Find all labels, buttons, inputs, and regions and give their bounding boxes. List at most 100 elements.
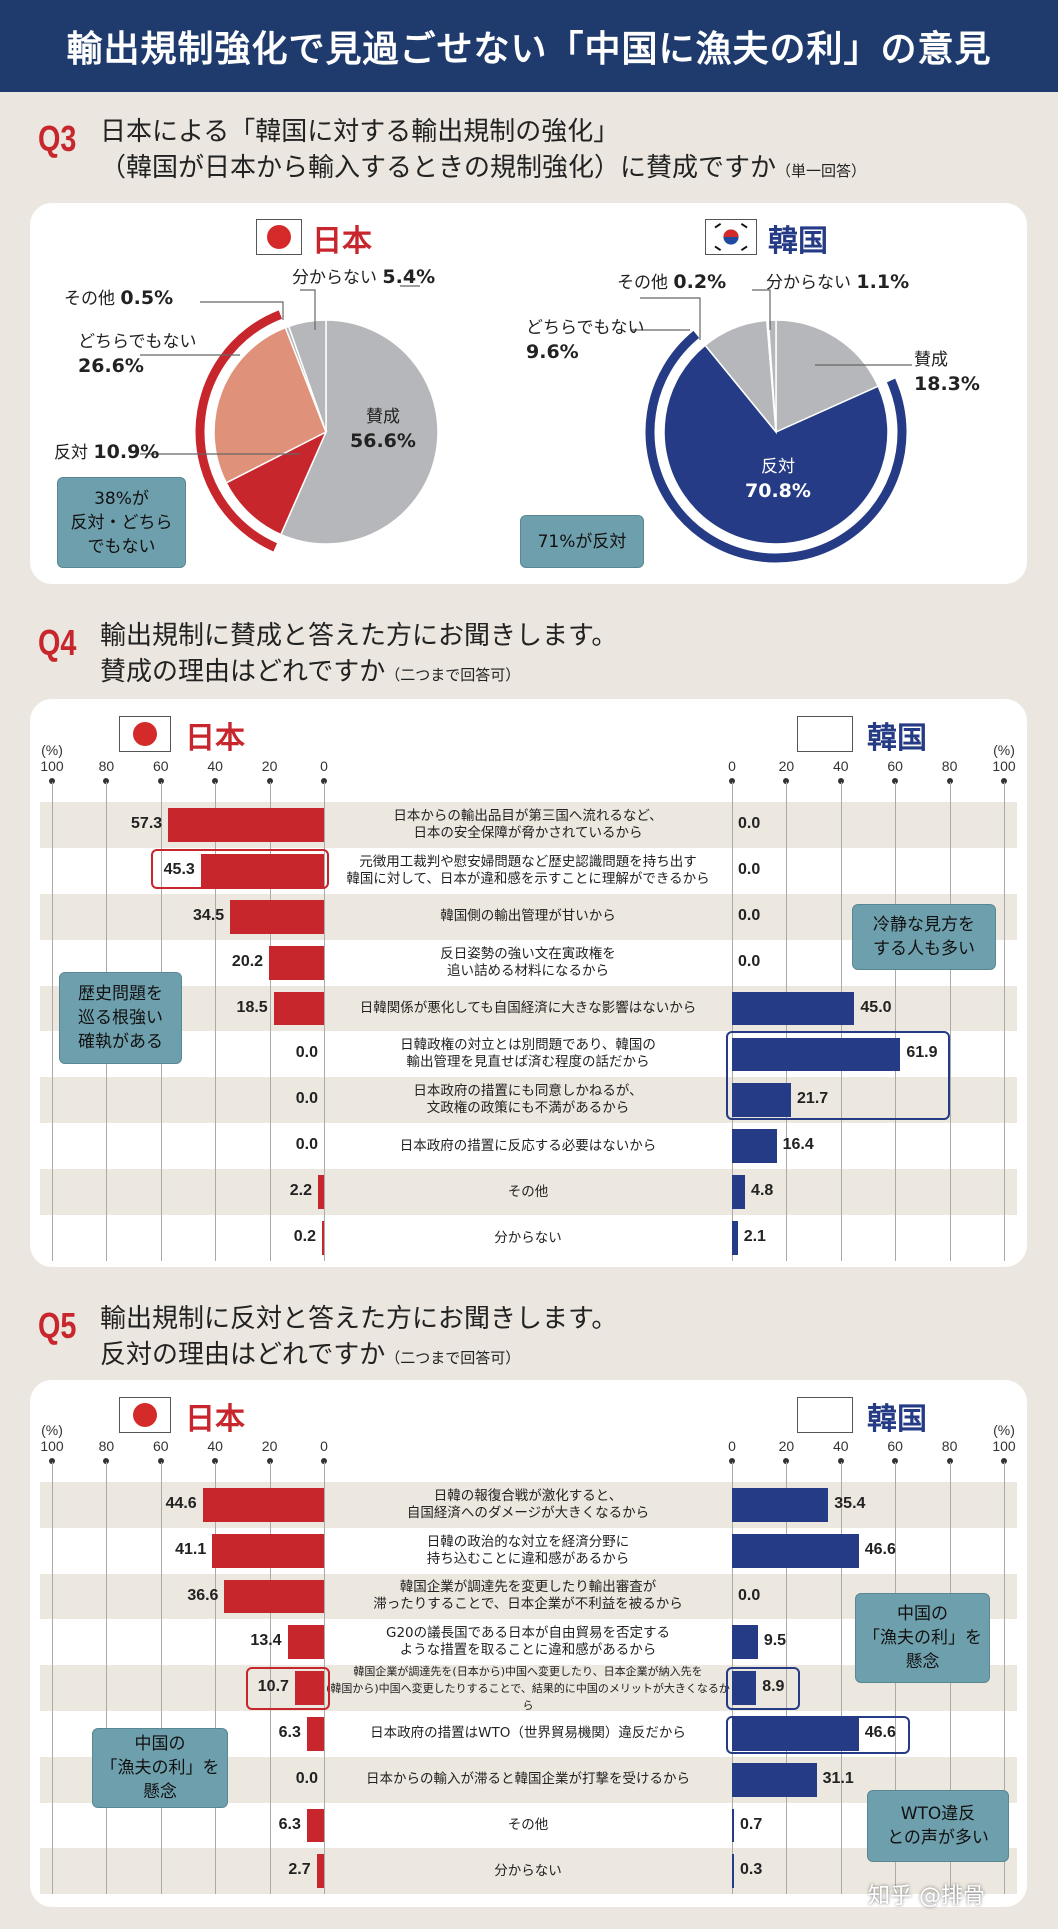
axis-tick-left: 20 <box>261 1438 278 1454</box>
value-korea: 46.6 <box>864 1723 896 1741</box>
axis-tick-right: 80 <box>941 758 958 774</box>
row-label: その他 <box>507 1183 549 1200</box>
row-background <box>40 1619 1017 1666</box>
row-background <box>40 1169 1017 1216</box>
row-background <box>40 1077 1017 1124</box>
axis-tick-left: 60 <box>153 758 169 774</box>
tick-dot <box>212 1458 219 1464</box>
value-japan: 0.0 <box>295 1769 318 1787</box>
row-label: 日本政府の措置はWTO（世界貿易機関）違反だから <box>370 1725 686 1742</box>
q3-note: （単一回答） <box>776 162 867 180</box>
japan-flag-icon <box>119 1397 171 1433</box>
value-korea: 8.9 <box>762 1678 785 1696</box>
pie-value: 5.4% <box>382 266 436 288</box>
gridline <box>1004 782 1005 1261</box>
bar-korea <box>732 1808 734 1843</box>
bar-korea <box>732 1671 757 1705</box>
pie-label-kr-other: その他 0.2% <box>617 271 727 293</box>
watermark: 知乎 @排骨 <box>868 1884 985 1909</box>
value-japan: 2.2 <box>289 1182 313 1200</box>
bar-japan <box>273 991 324 1026</box>
korea-flag-icon <box>797 1397 853 1433</box>
bar-japan <box>306 1808 324 1843</box>
value-korea: 21.7 <box>797 1090 829 1108</box>
tick-dot <box>729 778 735 784</box>
row-background <box>40 1573 1017 1620</box>
japan-heading: 日本 <box>185 721 245 756</box>
value-japan: 44.6 <box>165 1494 197 1512</box>
value-korea: 16.4 <box>782 1136 814 1154</box>
row-background <box>40 1215 1017 1261</box>
row-label: 日本政府の措置に反応する必要はないから <box>399 1137 657 1154</box>
value-japan: 36.6 <box>187 1586 219 1604</box>
pie-slice-賛成 <box>279 319 439 545</box>
bar-japan <box>294 1671 324 1705</box>
bar-korea <box>732 1717 859 1751</box>
tick-dot <box>157 778 164 784</box>
value-korea: 0.0 <box>738 1586 761 1604</box>
row-label: 日韓政権の対立とは別問題であり、韓国の 輸出管理を見直せば済む程度の話だから <box>400 1037 656 1071</box>
tick-dot <box>103 1458 110 1464</box>
q5-question: 輸出規制に反対と答えた方にお聞きします。 反対の理由はどれですか（二つまで回答可… <box>100 1304 618 1370</box>
bar-korea <box>732 1854 734 1889</box>
bar-japan <box>287 1625 324 1660</box>
value-japan: 6.3 <box>278 1815 301 1833</box>
bar-korea <box>732 1221 738 1255</box>
row-label: 日韓の報復合戦が激化すると、 自国経済へのダメージが大きくなるから <box>406 1487 650 1521</box>
callout-q4-korea: 冷静な見方を する人も多い <box>852 904 996 970</box>
q3-pie-charts <box>140 285 912 563</box>
axis-unit-left: (%) <box>41 742 63 758</box>
gridline <box>215 1462 217 1895</box>
bar-japan <box>200 853 324 888</box>
bar-japan <box>230 899 324 934</box>
pie-label-jp-unknown: 分からない 5.4% <box>292 266 436 288</box>
tick-dot <box>783 778 790 784</box>
highlight-q5-korea-china <box>726 1667 800 1710</box>
gridline <box>895 782 897 1261</box>
axis-tick-left: 80 <box>98 1438 115 1454</box>
axis-tick-right: 20 <box>778 1438 795 1454</box>
q4-question: 輸出規制に賛成と答えた方にお聞きします。 賛成の理由はどれですか（二つまで回答可… <box>100 621 618 687</box>
callout-q5-japan: 中国の 「漁夫の利」を 懸念 <box>92 1728 228 1808</box>
q3-question-text: 日本による「韓国に対する輸出規制の強化」 （韓国が日本から輸入するときの規制強化… <box>100 117 777 183</box>
axis-unit-right: (%) <box>993 1422 1015 1438</box>
pie-slice-どちらでもない <box>213 326 327 484</box>
value-korea: 0.3 <box>740 1861 763 1879</box>
row-label: 日本からの輸出品目が第三国へ流れるなど、 日本の安全保障が脅かされているから <box>393 807 663 841</box>
q3-number: Q3 <box>38 118 77 159</box>
tick-dot <box>157 1458 164 1464</box>
value-korea: 4.8 <box>751 1182 774 1200</box>
value-japan: 6.3 <box>278 1723 301 1741</box>
value-korea: 0.7 <box>740 1815 763 1833</box>
row-background <box>40 1848 1017 1895</box>
highlight-arc <box>645 330 907 563</box>
tick-dot <box>729 1458 735 1464</box>
korea-heading: 韓国 <box>867 721 927 756</box>
callout-q5-korea-wto: WTO違反 との声が多い <box>867 1790 1009 1862</box>
axis-tick-right: 0 <box>728 758 736 774</box>
value-korea: 0.0 <box>738 906 761 924</box>
bar-korea <box>732 1625 758 1660</box>
bar-japan <box>322 1221 324 1255</box>
bar-korea <box>732 1037 901 1072</box>
pie-slice-分からない <box>287 319 327 433</box>
korea-flag-icon <box>705 219 757 255</box>
value-korea: 0.0 <box>738 814 761 832</box>
bar-japan <box>316 1854 324 1889</box>
value-japan: 45.3 <box>163 860 195 878</box>
bar-japan <box>306 1717 324 1751</box>
row-background <box>40 1665 1017 1711</box>
row-background <box>40 1802 1017 1849</box>
bar-korea <box>732 1488 829 1522</box>
row-label: G20の議長国である日本が自由貿易を否定する ような措置を取ることに違和感がある… <box>385 1625 670 1659</box>
leader-line <box>640 297 701 340</box>
bar-korea <box>732 1129 777 1164</box>
row-label: 日韓関係が悪化しても自国経済に大きな影響はないから <box>359 1000 697 1017</box>
value-japan: 10.7 <box>257 1678 289 1696</box>
tick-dot <box>1001 1458 1007 1464</box>
value-japan: 2.7 <box>288 1861 311 1879</box>
gridline <box>840 1462 842 1895</box>
pie-label-jp-oppose: 反対 10.9% <box>54 441 160 463</box>
highlight-q4-japan <box>151 849 329 889</box>
value-korea: 2.1 <box>743 1228 766 1246</box>
